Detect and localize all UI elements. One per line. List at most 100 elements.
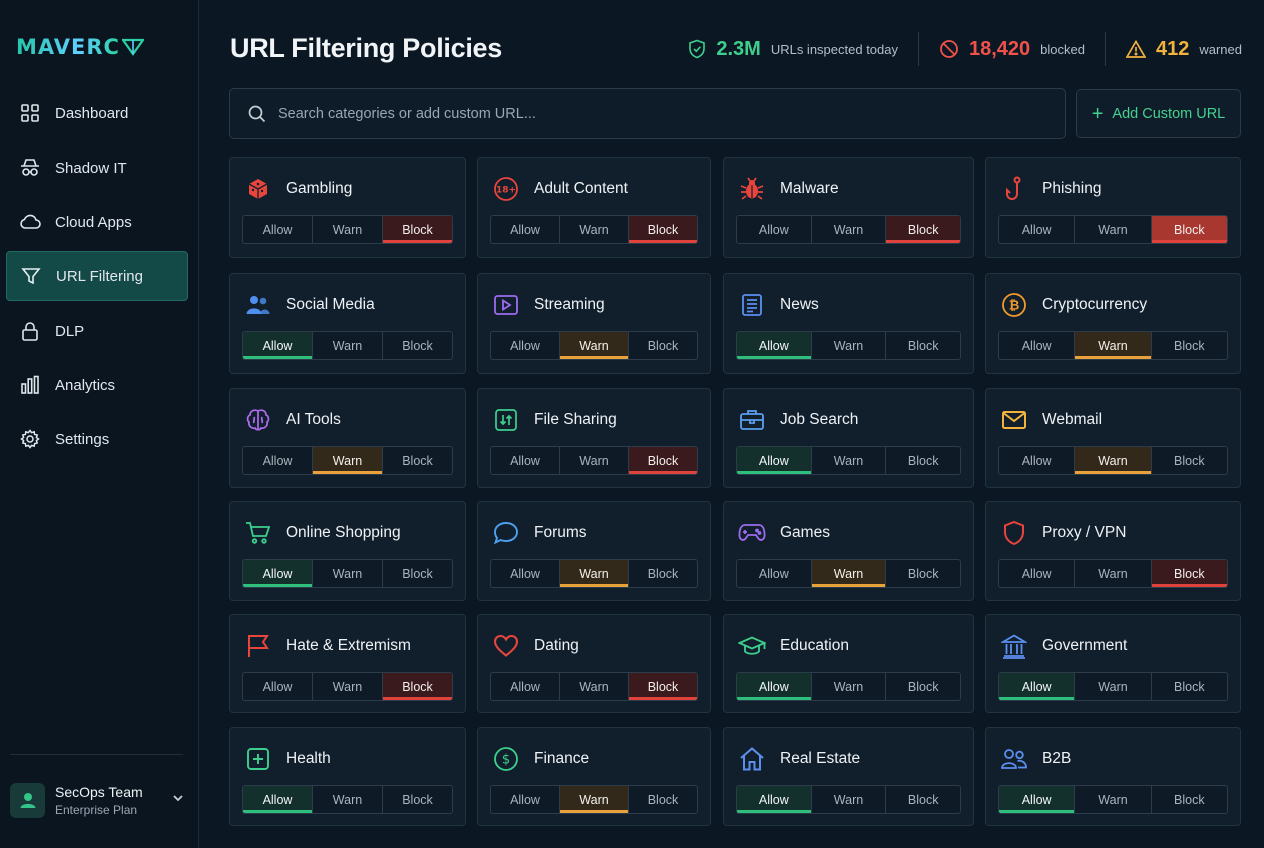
sidebar-item-dlp[interactable]: DLP [6, 306, 188, 356]
sidebar-item-label: Dashboard [55, 104, 129, 122]
policy-option-block[interactable]: Block [1150, 786, 1227, 813]
policy-option-allow[interactable]: Allow [262, 679, 293, 694]
policy-option-allow[interactable]: Allow [510, 338, 540, 353]
policy-option-allow[interactable]: Allow [737, 673, 811, 700]
policy-option-block[interactable]: Block [1150, 332, 1227, 359]
policy-option-allow[interactable]: Allow [243, 332, 312, 359]
policy-option-block[interactable]: Block [382, 786, 452, 813]
policy-option-allow[interactable]: Allow [262, 222, 293, 237]
policy-option-block[interactable]: Block [628, 673, 697, 700]
category-card-online-shopping: Online Shopping Allow Warn Block [229, 501, 466, 601]
policy-option-allow[interactable]: Allow [758, 566, 789, 581]
policy-toggle: Allow Warn Block [242, 672, 453, 701]
policy-option-block[interactable]: Block [382, 332, 452, 359]
policy-option-warn[interactable]: Warn [559, 447, 628, 474]
policy-option-warn[interactable]: Warn [312, 332, 382, 359]
policy-toggle: Allow Warn Block [490, 331, 698, 360]
search-input[interactable] [278, 105, 1038, 122]
policy-option-warn[interactable]: Warn [810, 216, 886, 243]
policy-option-warn[interactable]: Warn [810, 447, 886, 474]
policy-option-block[interactable]: Block [885, 786, 960, 813]
policy-option-block[interactable]: Block [1150, 673, 1227, 700]
policy-option-block[interactable]: Block [1150, 560, 1227, 587]
policy-option-warn[interactable]: Warn [810, 560, 886, 587]
policy-option-warn[interactable]: Warn [1074, 673, 1150, 700]
policy-option-block[interactable]: Block [628, 332, 697, 359]
policy-option-warn[interactable]: Warn [810, 332, 886, 359]
policy-option-block[interactable]: Block [628, 447, 697, 474]
policy-option-warn[interactable]: Warn [559, 786, 628, 813]
policy-option-warn[interactable]: Warn [312, 673, 382, 700]
policy-option-allow[interactable]: Allow [737, 332, 811, 359]
policy-option-warn[interactable]: Warn [312, 560, 382, 587]
policy-option-allow[interactable]: Allow [262, 453, 293, 468]
policy-option-allow[interactable]: Allow [510, 453, 540, 468]
sidebar-item-dashboard[interactable]: Dashboard [6, 88, 188, 138]
policy-option-allow[interactable]: Allow [243, 786, 312, 813]
sidebar-item-cloud-apps[interactable]: Cloud Apps [6, 197, 188, 247]
policy-option-warn[interactable]: Warn [312, 786, 382, 813]
category-header: Social Media [244, 290, 375, 320]
policy-option-block[interactable]: Block [1150, 447, 1227, 474]
dice-icon [244, 175, 272, 203]
category-card-job-search: Job Search Allow Warn Block [723, 388, 974, 488]
policy-option-warn[interactable]: Warn [1074, 560, 1150, 587]
policy-option-warn[interactable]: Warn [1074, 216, 1150, 243]
category-header: Online Shopping [244, 518, 401, 548]
policy-option-warn[interactable]: Warn [559, 673, 628, 700]
policy-option-block[interactable]: Block [628, 216, 697, 243]
policy-option-allow[interactable]: Allow [999, 786, 1075, 813]
category-header: ₿ Cryptocurrency [1000, 290, 1147, 320]
stat-value: 2.3M [716, 37, 761, 60]
sidebar-item-settings[interactable]: Settings [6, 414, 188, 464]
policy-option-block[interactable]: Block [628, 560, 697, 587]
policy-option-allow[interactable]: Allow [1021, 566, 1052, 581]
policy-option-warn[interactable]: Warn [810, 786, 886, 813]
category-card-government: Government Allow Warn Block [985, 614, 1241, 713]
policy-option-warn[interactable]: Warn [810, 673, 886, 700]
policy-option-warn[interactable]: Warn [312, 216, 382, 243]
policy-option-allow[interactable]: Allow [510, 679, 540, 694]
policy-option-warn[interactable]: Warn [1074, 332, 1151, 359]
category-card-news: News Allow Warn Block [723, 273, 974, 374]
policy-option-block[interactable]: Block [885, 447, 960, 474]
policy-option-block[interactable]: Block [382, 216, 452, 243]
policy-option-allow[interactable]: Allow [510, 566, 540, 581]
category-card-gambling: Gambling Allow Warn Block [229, 157, 466, 258]
policy-option-block[interactable]: Block [885, 560, 960, 587]
sidebar-item-shadow-it[interactable]: Shadow IT [6, 143, 188, 193]
sidebar-item-url-filtering[interactable]: URL Filtering [6, 251, 188, 301]
policy-option-allow[interactable]: Allow [758, 222, 789, 237]
brand-logo[interactable]: MAVERC [16, 34, 144, 60]
policy-option-warn[interactable]: Warn [1074, 786, 1150, 813]
policy-option-warn[interactable]: Warn [559, 216, 628, 243]
policy-option-warn[interactable]: Warn [559, 560, 628, 587]
policy-option-block[interactable]: Block [382, 560, 452, 587]
policy-option-allow[interactable]: Allow [1021, 222, 1052, 237]
policy-option-allow[interactable]: Allow [243, 560, 312, 587]
policy-option-allow[interactable]: Allow [737, 447, 811, 474]
policy-option-warn[interactable]: Warn [1074, 447, 1151, 474]
policy-option-allow[interactable]: Allow [1021, 338, 1052, 353]
policy-option-allow[interactable]: Allow [999, 673, 1075, 700]
category-name: Social Media [286, 296, 375, 313]
category-name: Gambling [286, 180, 353, 197]
sidebar-item-analytics[interactable]: Analytics [6, 360, 188, 410]
policy-option-block[interactable]: Block [382, 673, 452, 700]
policy-option-allow[interactable]: Allow [737, 786, 811, 813]
policy-option-warn[interactable]: Warn [312, 447, 382, 474]
policy-option-block[interactable]: Block [628, 786, 697, 813]
add-custom-url-button[interactable]: + Add Custom URL [1076, 89, 1241, 138]
policy-option-block[interactable]: Block [1150, 216, 1227, 243]
account-switcher[interactable]: SecOps Team Enterprise Plan [10, 778, 190, 822]
policy-option-allow[interactable]: Allow [1021, 453, 1052, 468]
policy-option-allow[interactable]: Allow [510, 792, 540, 807]
policy-option-block[interactable]: Block [885, 216, 960, 243]
play-icon [492, 291, 520, 319]
policy-option-block[interactable]: Block [885, 673, 960, 700]
policy-option-block[interactable]: Block [382, 447, 452, 474]
policy-option-warn[interactable]: Warn [559, 332, 628, 359]
category-header: Education [738, 631, 849, 661]
policy-option-block[interactable]: Block [885, 332, 960, 359]
policy-option-allow[interactable]: Allow [510, 222, 540, 237]
